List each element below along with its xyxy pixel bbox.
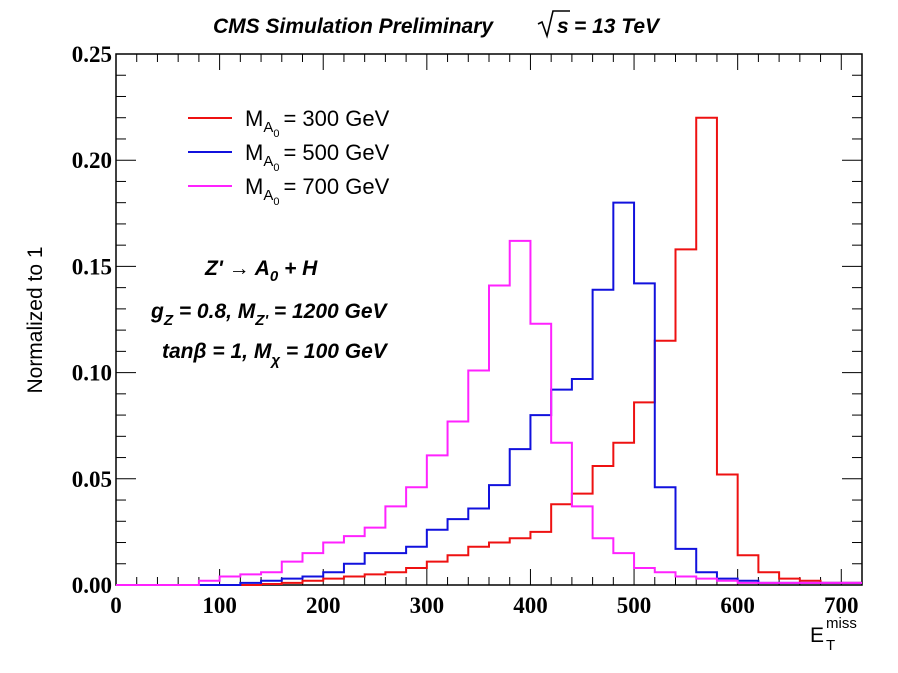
histogram-line	[116, 201, 862, 586]
histogram-series	[116, 116, 862, 586]
annotation-process: Z' → A0 + H	[204, 257, 318, 285]
x-axis-label-sup: miss	[826, 615, 857, 632]
chart-title: CMS Simulation Preliminary	[213, 15, 494, 38]
x-tick-label: 100	[202, 593, 237, 618]
process-annotation: Z' → A0 + H gZ = 0.8, MZ' = 1200 GeV tan…	[150, 257, 389, 369]
x-tick-label: 500	[617, 593, 652, 618]
legend-entry: MA0= 300 GeV	[245, 106, 390, 140]
histogram-line	[116, 239, 862, 586]
y-tick-label: 0.15	[72, 254, 112, 279]
sqrt-s-symbol: s	[537, 10, 570, 39]
x-tick-label: 400	[513, 593, 548, 618]
legend-entry: MA0= 500 GeV	[245, 140, 390, 174]
y-tick-label: 0.10	[72, 361, 112, 386]
y-tick-label: 0.00	[72, 573, 112, 598]
annotation-coupling: gZ = 0.8, MZ' = 1200 GeV	[150, 300, 389, 329]
axis-ticks	[115, 53, 863, 586]
sqrt-s-label: s	[557, 15, 569, 38]
y-tick-labels: 0.00 0.05 0.10 0.15 0.20 0.25	[72, 42, 112, 598]
x-tick-label: 200	[306, 593, 341, 618]
chart-title-energy: = 13 TeV	[574, 15, 661, 38]
y-tick-label: 0.25	[72, 42, 112, 67]
x-axis-label-sub: T	[826, 637, 835, 654]
y-tick-label: 0.05	[72, 467, 112, 492]
x-tick-labels: 0 100 200 300 400 500 600 700	[110, 593, 858, 618]
y-tick-label: 0.20	[72, 148, 112, 173]
histogram-line	[116, 116, 862, 586]
x-axis-label-main: E	[810, 624, 824, 647]
legend-entry: MA0= 700 GeV	[245, 174, 390, 208]
x-tick-label: 300	[410, 593, 445, 618]
x-tick-label: 700	[824, 593, 859, 618]
x-tick-label: 0	[110, 593, 122, 618]
annotation-tanbeta: tanβ = 1, Mχ = 100 GeV	[162, 340, 389, 369]
y-axis-label: Normalized to 1	[24, 246, 47, 393]
x-axis-label: E T miss	[810, 615, 857, 654]
x-tick-label: 600	[720, 593, 755, 618]
